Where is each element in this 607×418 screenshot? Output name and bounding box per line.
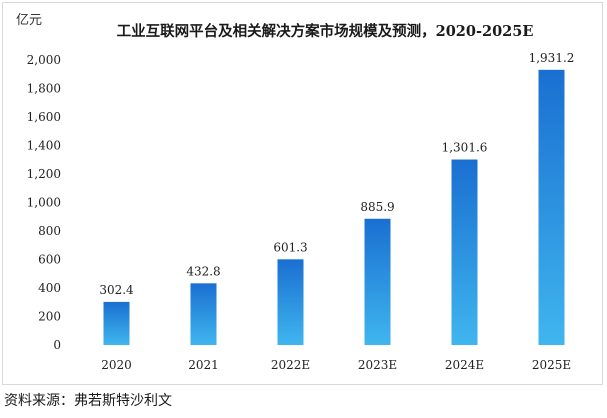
chart-title: 工业互联网平台及相关解决方案市场规模及预测，2020-2025E	[117, 22, 534, 40]
y-axis: 0 200 400 600 800 1,000 1,200 1,400 1,600 1,800 2,…	[27, 53, 61, 352]
bar-value-label: 1,301.6	[442, 141, 488, 155]
y-axis-unit-label: 亿元	[16, 13, 42, 28]
bar-2021	[190, 283, 217, 345]
x-tick-label: 2022E	[271, 358, 310, 372]
bar-chart: 工业互联网平台及相关解决方案市场规模及预测，2020-2025E 亿元 0 200…	[16, 13, 574, 372]
y-tick-label: 800	[38, 224, 61, 238]
y-tick-label: 1,800	[27, 82, 61, 96]
x-axis: 2020 2021 2022E 2023E 2024E 2025E	[101, 358, 571, 372]
x-tick-label: 2020	[101, 358, 132, 372]
bar-2025E	[538, 69, 565, 345]
bar-value-label: 1,931.2	[529, 51, 575, 65]
x-tick-label: 2025E	[532, 358, 571, 372]
bar-value-label: 302.4	[99, 283, 134, 297]
bar-series: 302.4 432.8 601.3 885.9 1,301.6 1,931.2	[99, 51, 574, 345]
y-tick-label: 1,000	[27, 196, 61, 210]
x-tick-label: 2023E	[358, 358, 397, 372]
y-tick-label: 2,000	[27, 53, 61, 67]
y-tick-label: 1,200	[27, 167, 61, 181]
x-tick-label: 2024E	[445, 358, 484, 372]
source-note: 资料来源：弗若斯特沙利文	[4, 393, 172, 409]
bar-2024E	[451, 159, 478, 345]
y-tick-label: 200	[38, 310, 61, 324]
bar-value-label: 885.9	[360, 200, 394, 214]
bar-value-label: 432.8	[186, 264, 220, 278]
y-tick-label: 600	[38, 253, 61, 267]
y-tick-label: 1,400	[27, 139, 61, 153]
bar-2022E	[277, 259, 304, 345]
y-tick-label: 0	[53, 338, 61, 352]
bar-2020	[103, 301, 130, 345]
y-tick-label: 400	[38, 281, 61, 295]
x-tick-label: 2021	[188, 358, 219, 372]
y-tick-label: 1,600	[27, 110, 61, 124]
bar-2023E	[364, 218, 391, 345]
chart-frame: 工业互联网平台及相关解决方案市场规模及预测，2020-2025E 亿元 0 200…	[2, 2, 603, 385]
bar-value-label: 601.3	[273, 240, 307, 254]
